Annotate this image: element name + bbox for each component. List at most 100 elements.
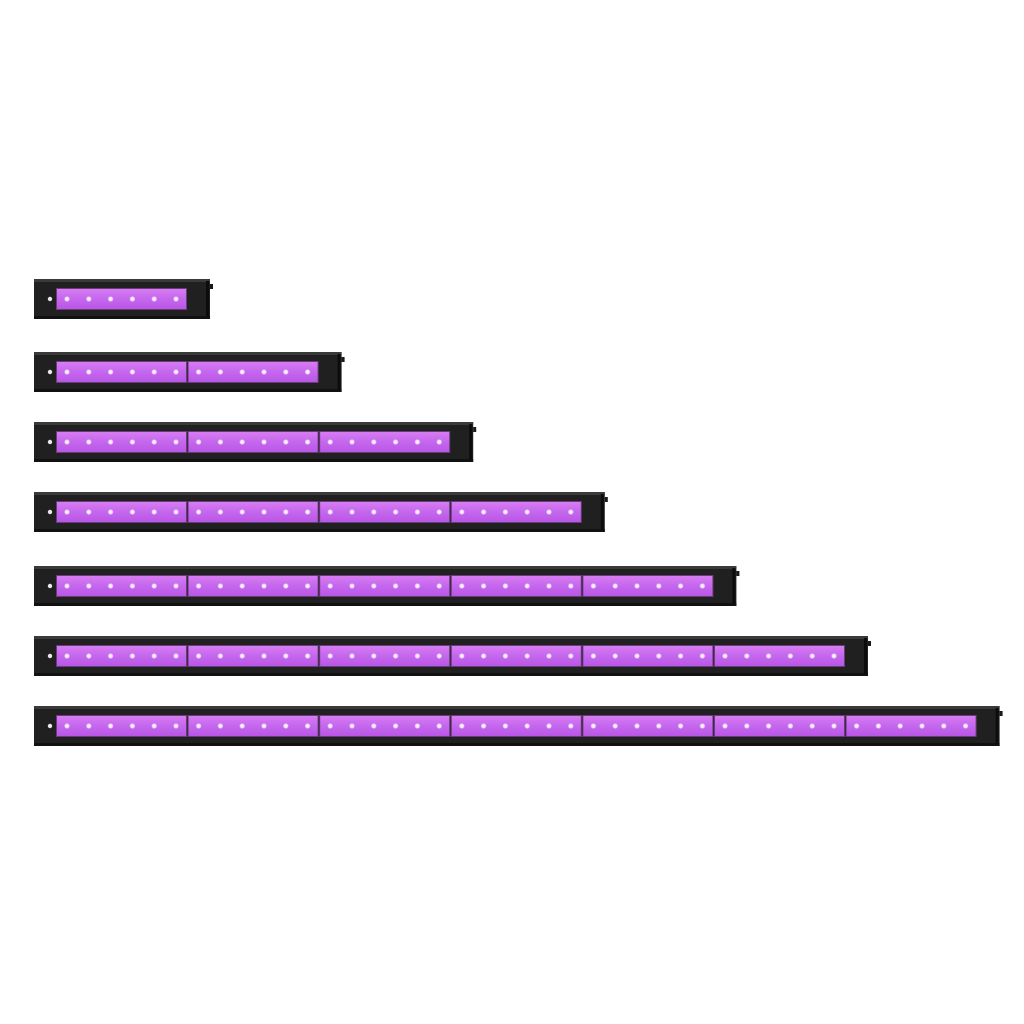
led	[64, 723, 70, 729]
led	[107, 369, 114, 375]
led	[217, 653, 224, 659]
led	[414, 723, 421, 729]
end-cap	[732, 568, 736, 604]
led	[261, 653, 267, 659]
led-panel	[451, 502, 581, 522]
led	[107, 439, 114, 445]
led	[414, 439, 421, 445]
led	[699, 723, 706, 729]
end-tab	[473, 427, 477, 432]
led	[85, 723, 92, 729]
bar-edge	[34, 352, 342, 355]
end-tab	[868, 641, 871, 646]
led-panel	[583, 716, 713, 736]
led	[524, 653, 531, 659]
led	[64, 369, 70, 375]
led	[327, 509, 334, 515]
led	[502, 509, 509, 515]
led-panel	[188, 646, 318, 666]
led	[458, 583, 465, 589]
led	[743, 653, 750, 659]
led	[217, 369, 224, 375]
led	[414, 653, 421, 659]
bar-edge	[34, 459, 474, 462]
led	[392, 723, 399, 729]
led	[634, 723, 640, 729]
end-cap	[600, 494, 604, 530]
led	[151, 723, 158, 729]
led	[392, 439, 399, 445]
led	[919, 723, 925, 729]
led	[282, 369, 289, 375]
led-panel	[57, 432, 186, 452]
led	[173, 509, 179, 515]
led	[151, 509, 158, 515]
led	[699, 583, 706, 589]
led	[151, 653, 158, 659]
led	[239, 369, 246, 375]
led	[327, 583, 334, 589]
led	[85, 296, 92, 302]
led	[502, 723, 509, 729]
bar-edge	[34, 566, 737, 569]
led	[436, 509, 443, 515]
light-bar	[34, 636, 871, 676]
led	[107, 653, 114, 659]
end-cap	[206, 281, 209, 317]
led	[261, 723, 267, 729]
led	[261, 509, 267, 515]
led-panel	[188, 362, 318, 382]
led	[436, 653, 443, 659]
led	[217, 509, 224, 515]
light-bar	[34, 492, 608, 532]
led	[634, 583, 640, 589]
end-cap	[864, 638, 867, 674]
led	[129, 509, 136, 515]
led	[304, 509, 311, 515]
led	[875, 723, 882, 729]
led	[458, 509, 465, 515]
led	[809, 723, 816, 729]
led	[546, 653, 552, 659]
led-panel	[188, 716, 318, 736]
led	[458, 653, 465, 659]
led	[480, 653, 487, 659]
mount-hole	[47, 509, 53, 515]
led	[567, 723, 574, 729]
led	[567, 509, 574, 515]
led-panel	[320, 432, 450, 452]
led	[282, 653, 289, 659]
led	[195, 369, 202, 375]
led	[64, 439, 70, 445]
led	[612, 583, 619, 589]
led	[392, 509, 399, 515]
end-tab	[999, 711, 1003, 716]
led	[349, 723, 355, 729]
led	[480, 583, 487, 589]
led-panel	[188, 432, 318, 452]
led	[831, 653, 837, 659]
mount-hole	[47, 583, 53, 589]
led-panel	[320, 646, 450, 666]
led	[173, 723, 179, 729]
bar-edge	[34, 636, 868, 639]
led-panel	[57, 502, 186, 522]
led	[282, 583, 289, 589]
led	[897, 723, 904, 729]
mount-hole	[47, 723, 53, 729]
led	[129, 369, 136, 375]
led	[655, 583, 662, 589]
led	[195, 653, 202, 659]
led	[765, 723, 772, 729]
led	[787, 723, 794, 729]
bar-edge	[34, 389, 342, 392]
led	[195, 583, 202, 589]
led	[327, 653, 334, 659]
led	[282, 439, 289, 445]
bar-edge	[34, 529, 605, 532]
led	[261, 439, 267, 445]
led	[129, 439, 136, 445]
led	[151, 439, 158, 445]
end-tab	[604, 497, 608, 502]
led	[590, 583, 597, 589]
